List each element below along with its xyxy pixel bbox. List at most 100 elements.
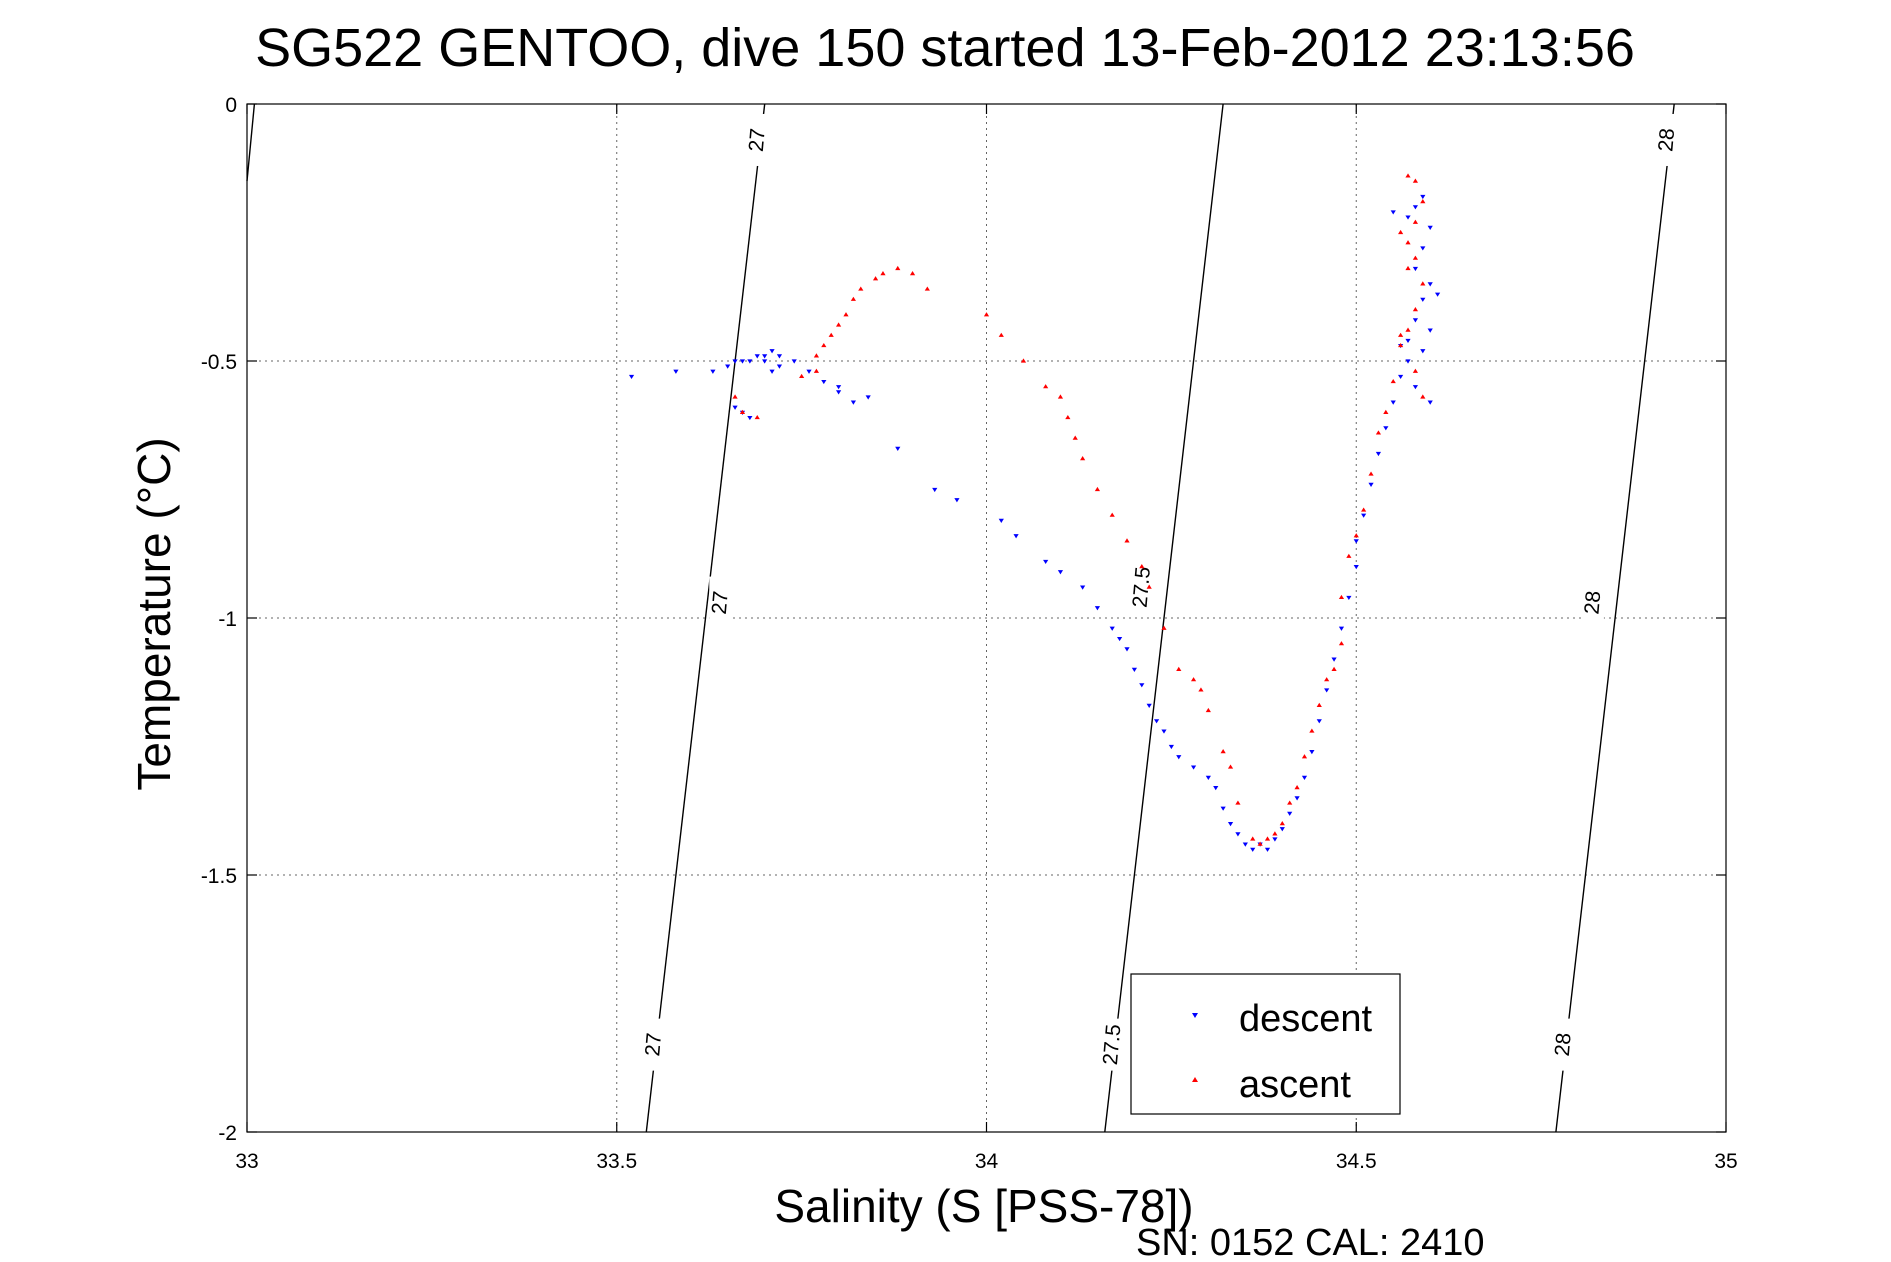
ascent-point: [1405, 265, 1411, 271]
descent-point: [1190, 765, 1197, 770]
descent-point: [1353, 539, 1359, 544]
ascent-point: [1020, 358, 1027, 363]
contour-label-bg: [642, 1018, 665, 1071]
descent-point: [1294, 796, 1300, 801]
descent-point: [1324, 688, 1330, 693]
descent-point: [1124, 647, 1130, 652]
legend: descent ascent: [1130, 973, 1401, 1115]
y-tick-label: -1: [218, 608, 237, 631]
descent-point: [1220, 806, 1226, 811]
descent-point: [1242, 842, 1248, 847]
ascent-point: [909, 271, 916, 276]
contour-label: 27.5: [1129, 566, 1155, 609]
contour-label-bg: [1581, 576, 1604, 629]
descent-point: [954, 498, 960, 503]
descent-point: [754, 354, 760, 359]
descent-point: [1153, 719, 1160, 724]
descent-point: [1420, 349, 1426, 354]
legend-descent-label: descent: [1239, 998, 1373, 1040]
ascent-point: [1190, 677, 1197, 682]
descent-point: [1213, 786, 1219, 791]
descent-point: [1346, 595, 1352, 601]
ascent-point: [1405, 173, 1411, 178]
ascent-point: [1124, 538, 1130, 543]
descent-point: [1301, 775, 1308, 780]
ascent-point: [754, 414, 760, 420]
descent-point: [1427, 225, 1433, 230]
descent-point: [1361, 513, 1367, 518]
ascent-point: [1235, 800, 1241, 805]
ascent-point: [1338, 594, 1345, 600]
descent-point: [1080, 585, 1086, 590]
density-contour-line: [1555, 103, 1675, 1133]
contour-label-bg: [1552, 1018, 1575, 1071]
ascent-point: [1398, 229, 1404, 235]
legend-ascent-label: ascent: [1239, 1064, 1351, 1106]
descent-point: [1043, 559, 1049, 565]
descent-point: [865, 395, 871, 400]
descent-point: [747, 359, 753, 364]
x-tick-label: 33.5: [596, 1150, 637, 1173]
descent-point: [932, 487, 938, 493]
ascent-point: [1080, 456, 1086, 461]
series-descent: [628, 194, 1441, 852]
descent-point: [1368, 482, 1374, 487]
ascent-point: [1412, 307, 1419, 312]
x-tick-label: 33: [235, 1150, 258, 1173]
contour-label-bg: [709, 576, 732, 629]
contour-label: 28: [1580, 590, 1605, 615]
ascent-point: [1109, 512, 1115, 517]
ascent-point: [1375, 430, 1382, 435]
descent-point: [1168, 744, 1174, 750]
ascent-point: [1287, 800, 1293, 805]
y-tick-label: -0.5: [201, 351, 237, 374]
descent-point: [1331, 657, 1337, 662]
descent-point: [1139, 683, 1145, 688]
descent-point: [628, 374, 635, 380]
descent-point: [1420, 246, 1426, 251]
descent-point: [1434, 292, 1441, 297]
ascent-point: [821, 342, 827, 348]
density-contours: 27 27 27 27.5 27.5 28 28 28: [246, 103, 1679, 1133]
descent-point: [1131, 667, 1137, 672]
ascent-point: [1420, 281, 1426, 286]
legend-descent-marker: [1192, 1013, 1198, 1018]
ascent-point: [1353, 533, 1359, 538]
x-tick-label: 34.5: [1336, 1150, 1377, 1173]
descent-point: [1398, 374, 1404, 380]
ascent-point: [1205, 707, 1211, 713]
ascent-point: [1198, 687, 1204, 692]
density-contour-line: [1104, 103, 1224, 1133]
ascent-point: [1420, 199, 1426, 204]
contour-label: 27.5: [1099, 1023, 1125, 1066]
descent-point: [1427, 282, 1433, 287]
descent-point: [769, 369, 775, 374]
ascent-point: [1294, 785, 1300, 790]
legend-ascent-marker: [1192, 1077, 1198, 1082]
chart-title: SG522 GENTOO, dive 150 started 13-Feb-20…: [255, 18, 1635, 78]
ascent-point: [924, 286, 930, 291]
contour-label-bg: [746, 113, 769, 166]
ascent-point: [1250, 836, 1256, 841]
ascent-point: [1146, 584, 1152, 589]
descent-point: [1427, 328, 1433, 333]
descent-point: [1109, 626, 1115, 631]
descent-point: [769, 349, 775, 354]
series-ascent: [732, 173, 1426, 846]
density-contour-line: [645, 103, 766, 1133]
descent-point: [1227, 822, 1234, 827]
density-contour-line: [246, 103, 256, 182]
descent-point: [1057, 570, 1064, 575]
ascent-point: [1264, 836, 1271, 841]
ascent-point: [1390, 378, 1396, 384]
ascent-point: [843, 312, 849, 317]
ascent-point: [1220, 749, 1226, 754]
ascent-point: [998, 332, 1004, 337]
descent-point: [1412, 266, 1419, 272]
descent-point: [732, 359, 738, 364]
contour-label: 28: [1551, 1032, 1576, 1057]
descent-point: [1235, 832, 1241, 837]
serial-calibration-text: SN: 0152 CAL: 2410: [1136, 1222, 1485, 1262]
ascent-point: [1398, 332, 1404, 337]
